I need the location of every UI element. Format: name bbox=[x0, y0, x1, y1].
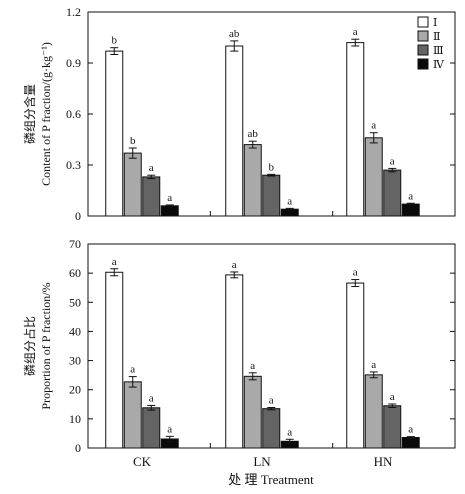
x-tick-label: LN bbox=[253, 454, 271, 469]
bar bbox=[346, 282, 365, 449]
y-tick-label: 0.6 bbox=[66, 107, 81, 121]
y-tick-label: 0 bbox=[75, 209, 81, 223]
y-axis-label-en: Content of P fraction/(g·kg⁻¹) bbox=[39, 42, 53, 186]
bar bbox=[262, 174, 281, 217]
bar bbox=[401, 437, 420, 449]
significance-letter: a bbox=[408, 190, 413, 202]
x-tick-label: HN bbox=[374, 454, 393, 469]
significance-letter: ab bbox=[229, 28, 240, 40]
y-tick-label: 0.9 bbox=[66, 56, 81, 70]
bar bbox=[105, 50, 124, 217]
bar bbox=[243, 144, 262, 217]
significance-letter: a bbox=[232, 259, 237, 271]
bar bbox=[142, 176, 161, 217]
significance-letter: a bbox=[371, 359, 376, 371]
y-tick-label: 50 bbox=[69, 295, 81, 309]
legend-label: Ⅳ bbox=[433, 59, 445, 71]
bar bbox=[225, 274, 244, 449]
significance-letter: b bbox=[130, 135, 136, 147]
significance-letter: a bbox=[408, 424, 413, 436]
legend-label: Ⅲ bbox=[433, 45, 444, 57]
significance-letter: a bbox=[269, 394, 274, 406]
legend-swatch bbox=[417, 44, 429, 56]
y-tick-label: 30 bbox=[69, 354, 81, 368]
significance-letter: a bbox=[390, 391, 395, 403]
significance-letter: b bbox=[269, 161, 275, 173]
bar bbox=[142, 407, 161, 449]
significance-letter: a bbox=[287, 195, 292, 207]
significance-letter: a bbox=[167, 423, 172, 435]
proportion-panel: 0 10 20 30 40 50 60 70 磷组分占比 Proportion of P frac… bbox=[22, 237, 456, 455]
bar bbox=[364, 137, 383, 217]
significance-letter: a bbox=[353, 267, 358, 279]
bar bbox=[364, 374, 383, 449]
y-axis-label-cn: 磷组分含量 bbox=[22, 84, 37, 144]
legend-label: Ⅱ bbox=[433, 31, 440, 43]
y-tick-label: 70 bbox=[69, 237, 81, 251]
y-axis-label-en: Proportion of P fraction/% bbox=[39, 282, 53, 409]
significance-letter: a bbox=[371, 120, 376, 132]
legend-swatch bbox=[417, 30, 429, 42]
bar bbox=[123, 152, 142, 217]
significance-letter: a bbox=[167, 192, 172, 204]
y-tick-label: 0 bbox=[75, 441, 81, 455]
legend-swatch bbox=[417, 58, 429, 70]
significance-letter: a bbox=[250, 360, 255, 372]
y-tick-label: 20 bbox=[69, 383, 81, 397]
y-tick-label: 10 bbox=[69, 412, 81, 426]
bar bbox=[225, 45, 244, 217]
y-tick-label: 40 bbox=[69, 324, 81, 338]
bar bbox=[105, 271, 124, 449]
significance-letter: a bbox=[287, 426, 292, 438]
legend: Ⅰ Ⅱ Ⅲ Ⅳ bbox=[417, 16, 445, 71]
bar bbox=[383, 405, 402, 449]
y-tick-label: 0.3 bbox=[66, 158, 81, 172]
bar bbox=[123, 381, 142, 449]
x-axis-label: 处 理 Treatment bbox=[228, 472, 314, 487]
bar bbox=[262, 408, 281, 449]
significance-letter: a bbox=[353, 26, 358, 38]
content-panel: 0 0.3 0.6 0.9 1.2 磷组分含量 Content of P fraction/… bbox=[22, 5, 456, 223]
bar bbox=[243, 375, 262, 449]
legend-swatch bbox=[417, 16, 429, 28]
bar bbox=[383, 169, 402, 217]
significance-letter: a bbox=[149, 392, 154, 404]
y-tick-label: 1.2 bbox=[66, 5, 81, 19]
bar bbox=[401, 203, 420, 217]
bar bbox=[160, 205, 179, 217]
x-tick-label: CK bbox=[133, 454, 152, 469]
legend-label: Ⅰ bbox=[433, 17, 437, 29]
y-axis-label-cn: 磷组分占比 bbox=[22, 316, 37, 376]
significance-letter: b bbox=[112, 35, 118, 47]
significance-letter: ab bbox=[248, 128, 259, 140]
significance-letter: a bbox=[112, 256, 117, 268]
y-tick-label: 60 bbox=[69, 266, 81, 280]
significance-letter: a bbox=[130, 364, 135, 376]
bar bbox=[346, 42, 365, 217]
significance-letter: a bbox=[390, 155, 395, 167]
significance-letter: a bbox=[149, 162, 154, 174]
